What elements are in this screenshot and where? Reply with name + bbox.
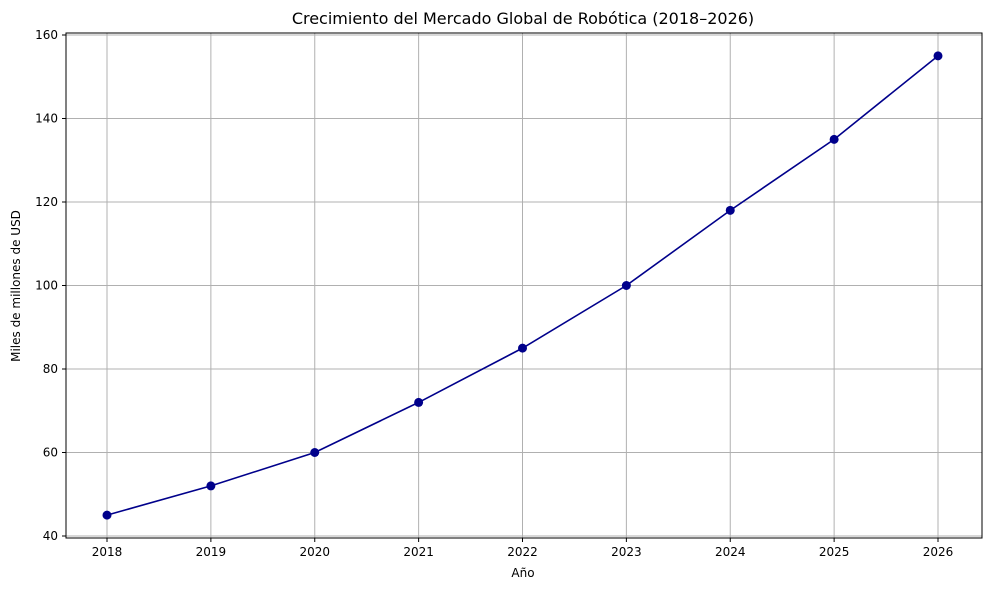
y-tick-label: 160: [35, 28, 58, 42]
data-points: [102, 51, 943, 520]
data-point: [414, 397, 424, 407]
x-tick-label: 2026: [923, 545, 954, 559]
x-tick-label: 2020: [299, 545, 330, 559]
y-tick-label: 120: [35, 195, 58, 209]
y-tick-label: 60: [43, 446, 58, 460]
y-axis-label: Miles de millones de USD: [9, 210, 23, 362]
x-tick-label: 2018: [92, 545, 123, 559]
data-point: [725, 205, 735, 215]
chart-title: Crecimiento del Mercado Global de Robóti…: [292, 9, 754, 28]
y-tick-label: 100: [35, 279, 58, 293]
x-tick-label: 2024: [715, 545, 746, 559]
y-tick-label: 80: [43, 362, 58, 376]
data-point: [206, 481, 216, 491]
data-point: [621, 281, 631, 290]
x-tick-label: 2023: [611, 545, 642, 559]
x-tick-label: 2025: [819, 545, 850, 559]
x-axis: 2018 2019 2020 2021 2022 2023 2024 2025 2026: [92, 538, 954, 559]
y-tick-label: 140: [35, 112, 58, 126]
y-axis: 40 60 80 100 120 140 160: [35, 28, 66, 543]
y-tick-label: 40: [43, 529, 58, 543]
x-tick-label: 2019: [196, 545, 227, 559]
data-point: [310, 448, 320, 457]
data-point: [829, 134, 839, 144]
x-axis-label: Año: [511, 566, 534, 580]
data-point: [933, 51, 943, 61]
data-point: [102, 510, 112, 520]
x-tick-label: 2022: [507, 545, 538, 559]
grid: [66, 33, 982, 538]
data-point: [518, 343, 527, 353]
x-tick-label: 2021: [403, 545, 434, 559]
